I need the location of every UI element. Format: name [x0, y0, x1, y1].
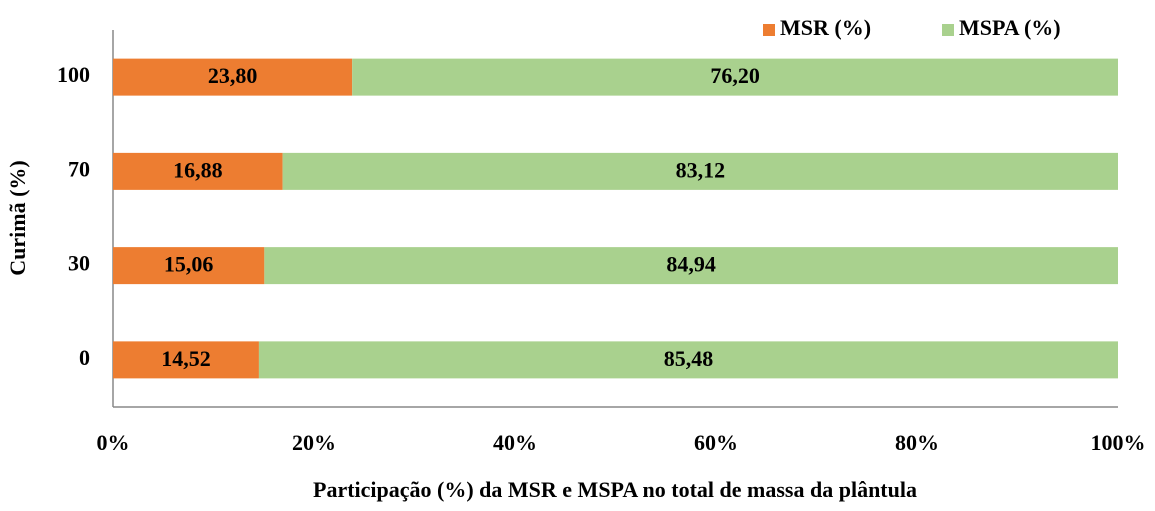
- legend-label: MSPA (%): [959, 15, 1061, 40]
- bar-segment: [113, 58, 353, 96]
- bar-segment: [113, 152, 283, 190]
- bar-segment: [352, 58, 1118, 96]
- data-label: 84,94: [666, 252, 716, 277]
- x-tick-label: 60%: [694, 430, 738, 455]
- bar-segment: [264, 247, 1118, 285]
- x-tick-label: 100%: [1091, 430, 1146, 455]
- legend-swatch: [942, 24, 954, 36]
- bar-segment: [282, 152, 1118, 190]
- y-tick-label: 30: [68, 251, 90, 276]
- data-label: 23,80: [208, 63, 258, 88]
- bar-segment: [258, 341, 1118, 379]
- bar-segment: [113, 247, 265, 285]
- legend-label: MSR (%): [780, 15, 871, 40]
- y-tick-label: 70: [68, 156, 90, 181]
- legend-swatch: [763, 24, 775, 36]
- bar-segment: [113, 341, 259, 379]
- data-label: 83,12: [676, 157, 726, 182]
- y-axis-label: Curimã (%): [5, 160, 30, 275]
- data-label: 15,06: [164, 252, 214, 277]
- x-tick-label: 20%: [292, 430, 336, 455]
- data-label: 76,20: [710, 63, 760, 88]
- y-tick-label: 100: [57, 62, 90, 87]
- y-tick-label: 0: [79, 345, 90, 370]
- x-tick-label: 40%: [493, 430, 537, 455]
- x-tick-label: 0%: [97, 430, 130, 455]
- x-axis-label: Participação (%) da MSR e MSPA no total …: [313, 477, 917, 502]
- data-label: 14,52: [161, 346, 211, 371]
- x-tick-label: 80%: [895, 430, 939, 455]
- data-label: 85,48: [664, 346, 714, 371]
- data-label: 16,88: [173, 157, 223, 182]
